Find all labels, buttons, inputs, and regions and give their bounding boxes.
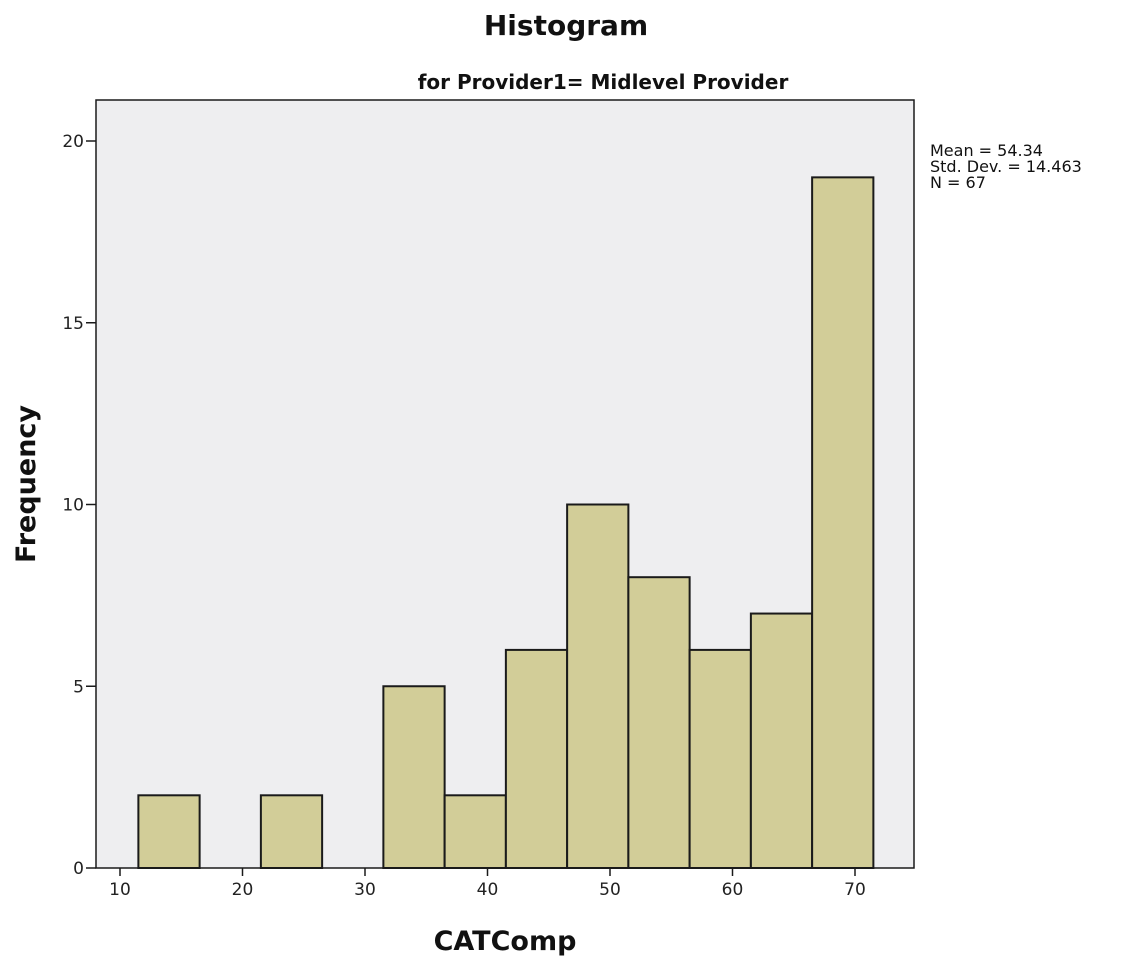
- stats-box: Mean = 54.34 Std. Dev. = 14.463 N = 67: [930, 143, 1082, 191]
- histogram-bar: [137, 794, 201, 869]
- histogram-bar: [382, 685, 446, 869]
- x-tick-label: 50: [599, 880, 621, 900]
- x-tick-label: 70: [844, 880, 866, 900]
- stat-std-dev: Std. Dev. = 14.463: [930, 157, 1082, 176]
- x-tick-label: 40: [477, 880, 499, 900]
- y-tick-label: 5: [73, 677, 84, 697]
- histogram-bar: [566, 503, 630, 869]
- histogram-bar: [749, 612, 814, 869]
- stat-n: N = 67: [930, 173, 986, 192]
- histogram-bar: [259, 794, 324, 869]
- y-tick-label: 20: [62, 132, 84, 152]
- x-axis-label: CATComp: [434, 926, 577, 956]
- y-axis-label: Frequency: [11, 405, 42, 563]
- histogram-bar: [688, 648, 752, 870]
- chart-title: Histogram: [483, 9, 649, 42]
- histogram-bar: [811, 176, 875, 870]
- y-tick-label: 10: [62, 496, 84, 516]
- x-tick-label: 60: [722, 880, 744, 900]
- histogram-bar: [443, 794, 507, 869]
- histogram-bar: [504, 648, 569, 870]
- y-tick-label: 15: [62, 314, 84, 334]
- x-tick-label: 30: [354, 880, 376, 900]
- chart-subtitle: for Provider1= Midlevel Provider: [417, 70, 789, 94]
- x-tick-label: 20: [232, 880, 254, 900]
- y-tick-label: 0: [73, 859, 84, 879]
- stat-mean: Mean = 54.34: [930, 141, 1043, 160]
- x-tick-label: 10: [109, 880, 131, 900]
- histogram-bar: [627, 576, 691, 869]
